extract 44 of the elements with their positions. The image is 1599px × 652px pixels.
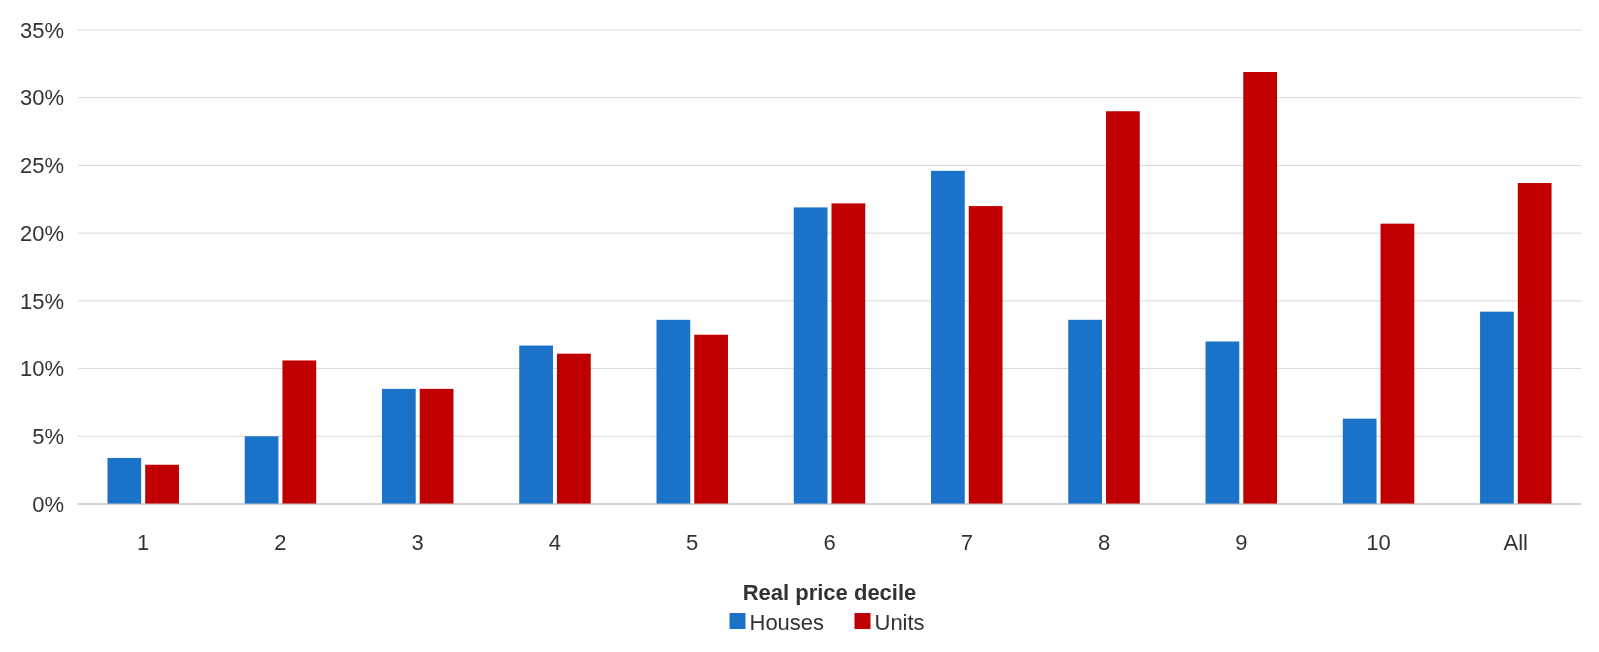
x-tick-label: 4 <box>548 530 562 555</box>
x-tick-label: 5 <box>686 530 699 555</box>
x-tick-label: 2 <box>274 530 287 555</box>
bar <box>244 436 279 504</box>
bar <box>793 207 828 504</box>
x-tick-label: 3 <box>411 530 424 555</box>
bar <box>381 388 416 504</box>
bar <box>1342 418 1377 504</box>
legend-label: Houses <box>749 609 825 635</box>
bar <box>931 170 965 504</box>
x-tick-label: 10 <box>1366 530 1391 555</box>
x-tick-label: 7 <box>960 530 973 555</box>
x-tick-label: 1 <box>137 530 150 555</box>
y-tick-label: 10% <box>19 356 64 382</box>
y-tick-label: 30% <box>19 85 64 111</box>
x-tick-label: 9 <box>1235 530 1248 555</box>
bar <box>556 353 591 504</box>
bar <box>831 203 866 504</box>
x-tick-label: All <box>1503 530 1529 555</box>
bar <box>107 457 142 504</box>
x-tick-label: 8 <box>1097 530 1111 555</box>
bar <box>694 334 728 504</box>
bar <box>519 345 553 504</box>
bar <box>1068 319 1103 504</box>
x-tick-label: 6 <box>823 530 836 555</box>
bar <box>1243 71 1278 504</box>
y-tick-label: 25% <box>19 153 64 179</box>
y-tick-label: 5% <box>32 423 64 449</box>
bar <box>1106 111 1140 504</box>
bar <box>656 319 691 504</box>
bar <box>968 206 1003 504</box>
y-tick-label: 15% <box>19 288 64 314</box>
bar <box>419 388 454 504</box>
legend-label: Units <box>874 609 925 635</box>
bar <box>1480 311 1514 504</box>
y-tick-label: 20% <box>19 220 64 246</box>
y-tick-label: 35% <box>19 17 64 43</box>
y-tick-label: 0% <box>32 491 64 517</box>
bar <box>1205 341 1240 504</box>
bar <box>145 464 179 504</box>
bar <box>1517 183 1552 504</box>
x-axis-title: Real price decile <box>742 580 917 605</box>
bar <box>282 360 317 504</box>
bar <box>1380 223 1415 504</box>
